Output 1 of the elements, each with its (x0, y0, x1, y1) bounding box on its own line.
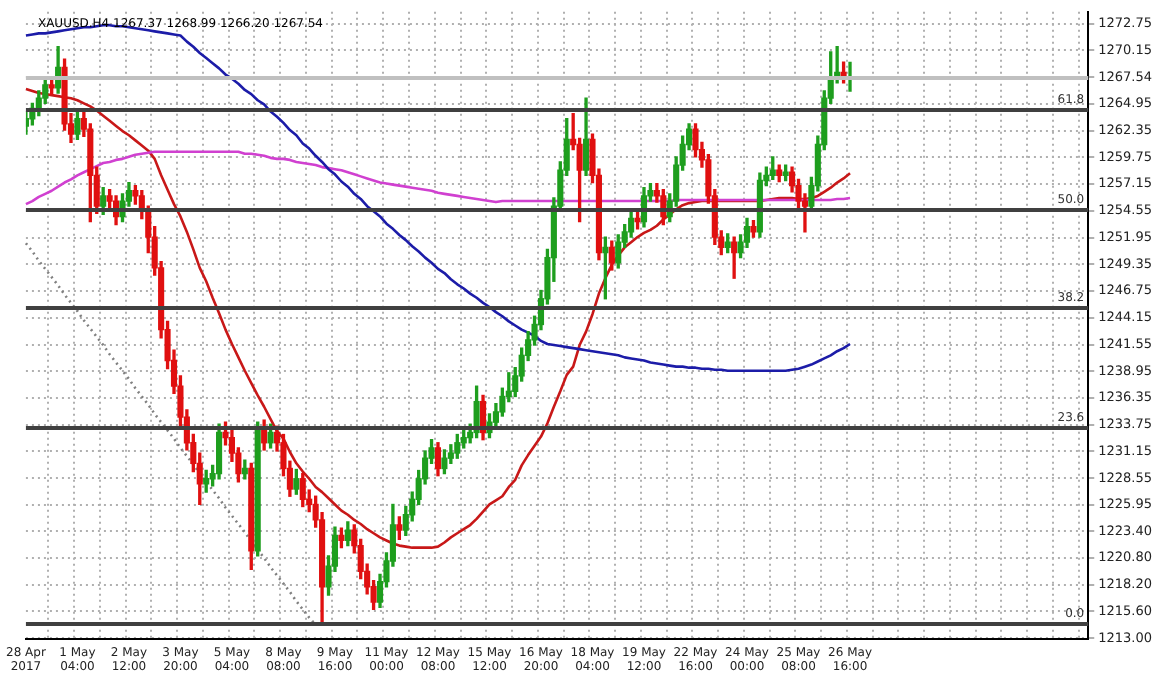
line-series (24, 241, 317, 627)
